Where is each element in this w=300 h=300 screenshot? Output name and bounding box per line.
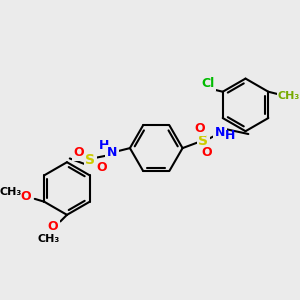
Text: O: O <box>202 146 212 159</box>
Text: Cl: Cl <box>202 77 215 90</box>
Text: H: H <box>99 139 110 152</box>
Text: N: N <box>107 146 117 159</box>
Text: CH₃: CH₃ <box>37 234 59 244</box>
Text: CH₃: CH₃ <box>278 92 300 101</box>
Text: CH₃: CH₃ <box>0 187 22 197</box>
Text: N: N <box>215 126 225 139</box>
Text: O: O <box>20 190 31 203</box>
Text: O: O <box>194 122 205 135</box>
Text: O: O <box>74 146 85 159</box>
Text: S: S <box>198 134 208 148</box>
Text: S: S <box>85 153 95 167</box>
Text: O: O <box>47 220 58 232</box>
Text: O: O <box>96 161 107 174</box>
Text: H: H <box>225 129 236 142</box>
